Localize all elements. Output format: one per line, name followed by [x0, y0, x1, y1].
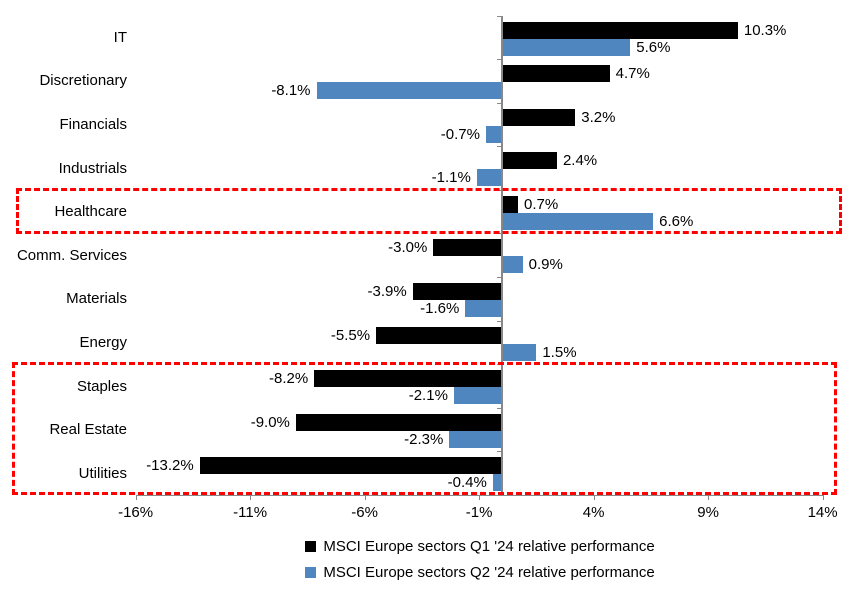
q2-bar-value-label: 6.6%	[659, 212, 694, 230]
value-axis-tick	[708, 494, 710, 500]
q2-bar-value-label: -1.1%	[431, 169, 471, 187]
q1-bar-value-label: -9.0%	[250, 413, 290, 431]
q1-bar-value-label: 0.7%	[524, 195, 559, 213]
q2-bar	[492, 474, 502, 492]
value-axis-tick-label: -1%	[465, 503, 493, 521]
q2-bar	[316, 82, 502, 100]
q1-bar-value-label: 2.4%	[562, 152, 598, 170]
highlight-box-staples	[12, 362, 837, 496]
q1-bar	[199, 457, 502, 475]
category-label: Real Estate	[49, 421, 127, 439]
q1-bar	[376, 326, 502, 344]
q1-bar-value-label: -5.5%	[330, 326, 371, 344]
q2-bar-value-label: 0.9%	[528, 256, 563, 274]
legend-label: MSCI Europe sectors Q1 '24 relative perf…	[323, 537, 655, 555]
legend-swatch-q2	[305, 566, 317, 578]
category-label: Staples	[76, 377, 127, 395]
category-label: IT	[113, 28, 127, 46]
value-axis-tick-label: 4%	[582, 503, 605, 521]
q1-bar-value-label: 3.2%	[581, 108, 616, 126]
q2-bar-value-label: -2.1%	[408, 387, 448, 405]
category-axis-tick	[497, 59, 502, 61]
q2-bar	[502, 212, 654, 230]
legend-swatch-q1	[305, 540, 317, 552]
legend-label: MSCI Europe sectors Q2 '24 relative perf…	[323, 563, 655, 581]
category-axis-tick	[497, 407, 502, 409]
q2-bar	[502, 343, 537, 361]
value-axis-tick-label: -6%	[351, 503, 378, 521]
q2-bar	[502, 256, 523, 274]
category-label: Utilities	[78, 464, 127, 482]
category-axis-tick	[497, 233, 502, 235]
category-axis-tick	[497, 451, 502, 453]
category-label: Discretionary	[39, 72, 127, 90]
q1-bar	[412, 283, 502, 301]
value-axis-tick	[250, 494, 252, 500]
q2-bar-value-label: -0.7%	[440, 125, 480, 143]
legend-item: MSCI Europe sectors Q2 '24 relative perf…	[54, 559, 852, 585]
category-axis-tick	[497, 102, 502, 104]
category-axis-line	[501, 15, 503, 495]
q2-bar-value-label: 5.6%	[636, 38, 671, 56]
q1-bar-value-label: 4.7%	[615, 65, 650, 83]
category-label: Industrials	[58, 159, 127, 177]
category-label: Healthcare	[54, 203, 127, 221]
q2-bar-value-label: -1.6%	[420, 300, 460, 318]
q2-bar	[485, 125, 502, 143]
q1-bar	[502, 65, 610, 83]
value-axis-tick-label: 9%	[697, 503, 719, 521]
q2-bar	[502, 38, 631, 56]
q1-bar	[433, 239, 502, 257]
value-axis-tick	[364, 494, 366, 500]
value-axis-tick-label: 14%	[807, 503, 838, 521]
category-axis-tick	[497, 277, 502, 279]
q1-bar	[295, 413, 502, 431]
value-axis-tick	[135, 494, 137, 500]
value-axis-tick	[593, 494, 595, 500]
q1-bar-value-label: 10.3%	[743, 21, 787, 39]
highlight-box-healthcare	[16, 187, 842, 234]
q1-bar-value-label: -3.0%	[388, 239, 428, 257]
q2-bar	[453, 387, 502, 405]
q2-bar-value-label: -2.3%	[404, 430, 444, 448]
category-axis-tick	[497, 146, 502, 148]
q2-bar-value-label: -8.1%	[271, 82, 311, 100]
category-label: Financials	[59, 115, 127, 133]
value-axis-tick	[822, 494, 824, 500]
q2-bar-value-label: 1.5%	[542, 343, 577, 361]
category-label: Materials	[66, 290, 127, 308]
q2-bar-value-label: -0.4%	[447, 474, 487, 492]
category-label: Comm. Services	[16, 246, 127, 264]
q1-bar	[502, 108, 576, 126]
q2-bar	[449, 430, 502, 448]
chart-legend: MSCI Europe sectors Q1 '24 relative perf…	[0, 533, 852, 585]
value-axis-tick	[479, 494, 481, 500]
value-axis-tick-label: -16%	[118, 503, 154, 521]
value-axis-tick-label: -11%	[233, 503, 268, 521]
q1-bar	[502, 152, 557, 170]
q1-bar	[314, 370, 502, 388]
q2-bar	[465, 300, 502, 318]
q2-bar	[476, 169, 502, 187]
q1-bar	[502, 195, 519, 213]
category-axis-tick	[497, 15, 502, 17]
legend-item: MSCI Europe sectors Q1 '24 relative perf…	[54, 533, 852, 559]
category-axis-tick	[497, 320, 502, 322]
q1-bar-value-label: -8.2%	[269, 370, 309, 388]
q1-bar-value-label: -3.9%	[367, 283, 407, 301]
q1-bar-value-label: -13.2%	[146, 457, 194, 475]
q1-bar	[502, 21, 738, 39]
category-label: Energy	[79, 333, 127, 351]
